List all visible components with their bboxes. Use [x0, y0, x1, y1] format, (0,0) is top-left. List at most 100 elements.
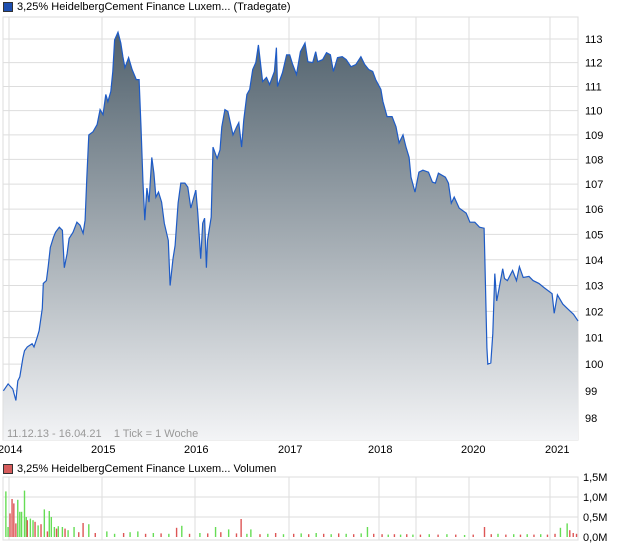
volume-bar: [50, 517, 53, 537]
volume-bar: [345, 533, 347, 537]
price-legend-label: 3,25% HeidelbergCement Finance Luxem... …: [17, 1, 291, 13]
x-tick-label: 2018: [368, 444, 392, 456]
volume-bar: [188, 533, 191, 537]
volume-bar: [490, 534, 492, 537]
volume-bar: [505, 534, 507, 537]
volume-bar: [235, 533, 238, 537]
volume-bar: [160, 533, 162, 537]
y-tick-label: 105: [585, 229, 603, 241]
volume-bar: [57, 526, 60, 537]
volume-bar: [559, 527, 562, 537]
x-axis: 2014 2015 2016 2017 2018 2020 2021: [0, 444, 569, 456]
volume-bar: [34, 521, 36, 537]
volume-bar: [88, 524, 90, 537]
y-tick-label: 99: [585, 386, 597, 398]
volume-bar: [40, 524, 42, 537]
y-tick-label: 102: [585, 306, 603, 318]
y-tick-label: 98: [585, 413, 597, 425]
volume-bar: [546, 534, 549, 537]
volume-bar: [43, 509, 46, 537]
volume-bar: [144, 533, 147, 537]
volume-bar: [497, 533, 499, 537]
volume-bar: [168, 533, 170, 537]
price-y-axis: 113 112 111 110 109 108 107 106 105 104 103 102 101 1…: [585, 34, 603, 425]
volume-bar: [366, 527, 369, 537]
x-tick-label: 2017: [278, 444, 302, 456]
volume-bar: [572, 533, 574, 537]
volume-bar: [129, 532, 131, 537]
volume-bar: [20, 511, 23, 537]
volume-bar: [220, 532, 222, 537]
volume-bar: [94, 533, 96, 537]
volume-bar: [455, 534, 457, 537]
volume-bar: [387, 534, 389, 537]
x-tick-label: 2014: [0, 444, 22, 456]
volume-bar: [64, 528, 66, 537]
volume-bar: [73, 527, 75, 537]
x-tick-label: 2020: [461, 444, 485, 456]
volume-bar: [526, 534, 528, 537]
volume-bar: [23, 490, 26, 537]
price-area: [3, 32, 579, 440]
volume-legend: 3,25% HeidelbergCement Finance Luxem... …: [3, 463, 276, 475]
x-tick-label: 2016: [184, 444, 208, 456]
y-tick-label: 103: [585, 280, 603, 292]
volume-bar: [250, 529, 252, 537]
y-tick-label: 106: [585, 204, 603, 216]
x-tick-label: 2021: [545, 444, 569, 456]
volume-bar: [78, 532, 80, 537]
volume-bar: [393, 534, 396, 537]
volume-bar: [26, 520, 29, 537]
volume-bar: [300, 533, 302, 537]
volume-bar: [67, 530, 69, 537]
volume-bar: [274, 533, 277, 537]
volume-bar: [399, 534, 402, 537]
volume-bar: [240, 519, 242, 537]
volume-bar: [337, 533, 340, 537]
volume-bar: [569, 530, 571, 537]
volume-bar: [214, 527, 217, 537]
volume-bar: [322, 533, 325, 537]
volume-bar: [61, 527, 64, 537]
volume-bar: [5, 491, 7, 537]
volume-bar: [82, 523, 84, 537]
volume-bar: [446, 534, 448, 537]
y-tick-label: 108: [585, 154, 603, 166]
y-tick-label: 111: [585, 82, 602, 94]
volume-bar: [55, 528, 58, 537]
volume-tick-label: 1,5M: [583, 472, 607, 484]
volume-bar: [292, 533, 295, 537]
volume-y-axis: 1,5M 1,0M 0,5M 0,0M: [583, 472, 607, 544]
volume-bar: [267, 533, 269, 537]
volume-bar: [519, 534, 522, 537]
volume-bar: [113, 533, 116, 537]
y-tick-label: 101: [585, 333, 603, 345]
volume-bar: [29, 518, 32, 537]
volume-bars: [5, 490, 578, 537]
volume-bar: [419, 534, 422, 537]
volume-bar: [540, 534, 542, 537]
volume-bar: [259, 534, 261, 537]
price-legend-swatch: [3, 2, 13, 12]
volume-bar: [360, 533, 362, 537]
volume-plot-frame: [2, 476, 579, 541]
volume-bar: [13, 503, 15, 537]
volume-bar: [575, 533, 578, 537]
volume-bar: [412, 534, 414, 537]
volume-grid: [2, 476, 579, 541]
volume-bar: [381, 534, 383, 537]
volume-bar: [19, 511, 21, 537]
volume-bar: [32, 520, 34, 537]
volume-bar: [307, 534, 310, 537]
volume-bar: [106, 531, 108, 537]
volume-legend-swatch: [3, 464, 13, 474]
date-range-info: 11.12.13 - 16.04.21 1 Tick = 1 Woche: [7, 428, 198, 440]
volume-bar: [533, 534, 535, 537]
x-tick-label: 2015: [91, 444, 115, 456]
volume-bar: [406, 534, 408, 537]
y-tick-label: 110: [585, 106, 603, 118]
y-tick-label: 112: [585, 58, 603, 70]
volume-bar: [246, 533, 248, 537]
price-line: [2, 30, 579, 401]
